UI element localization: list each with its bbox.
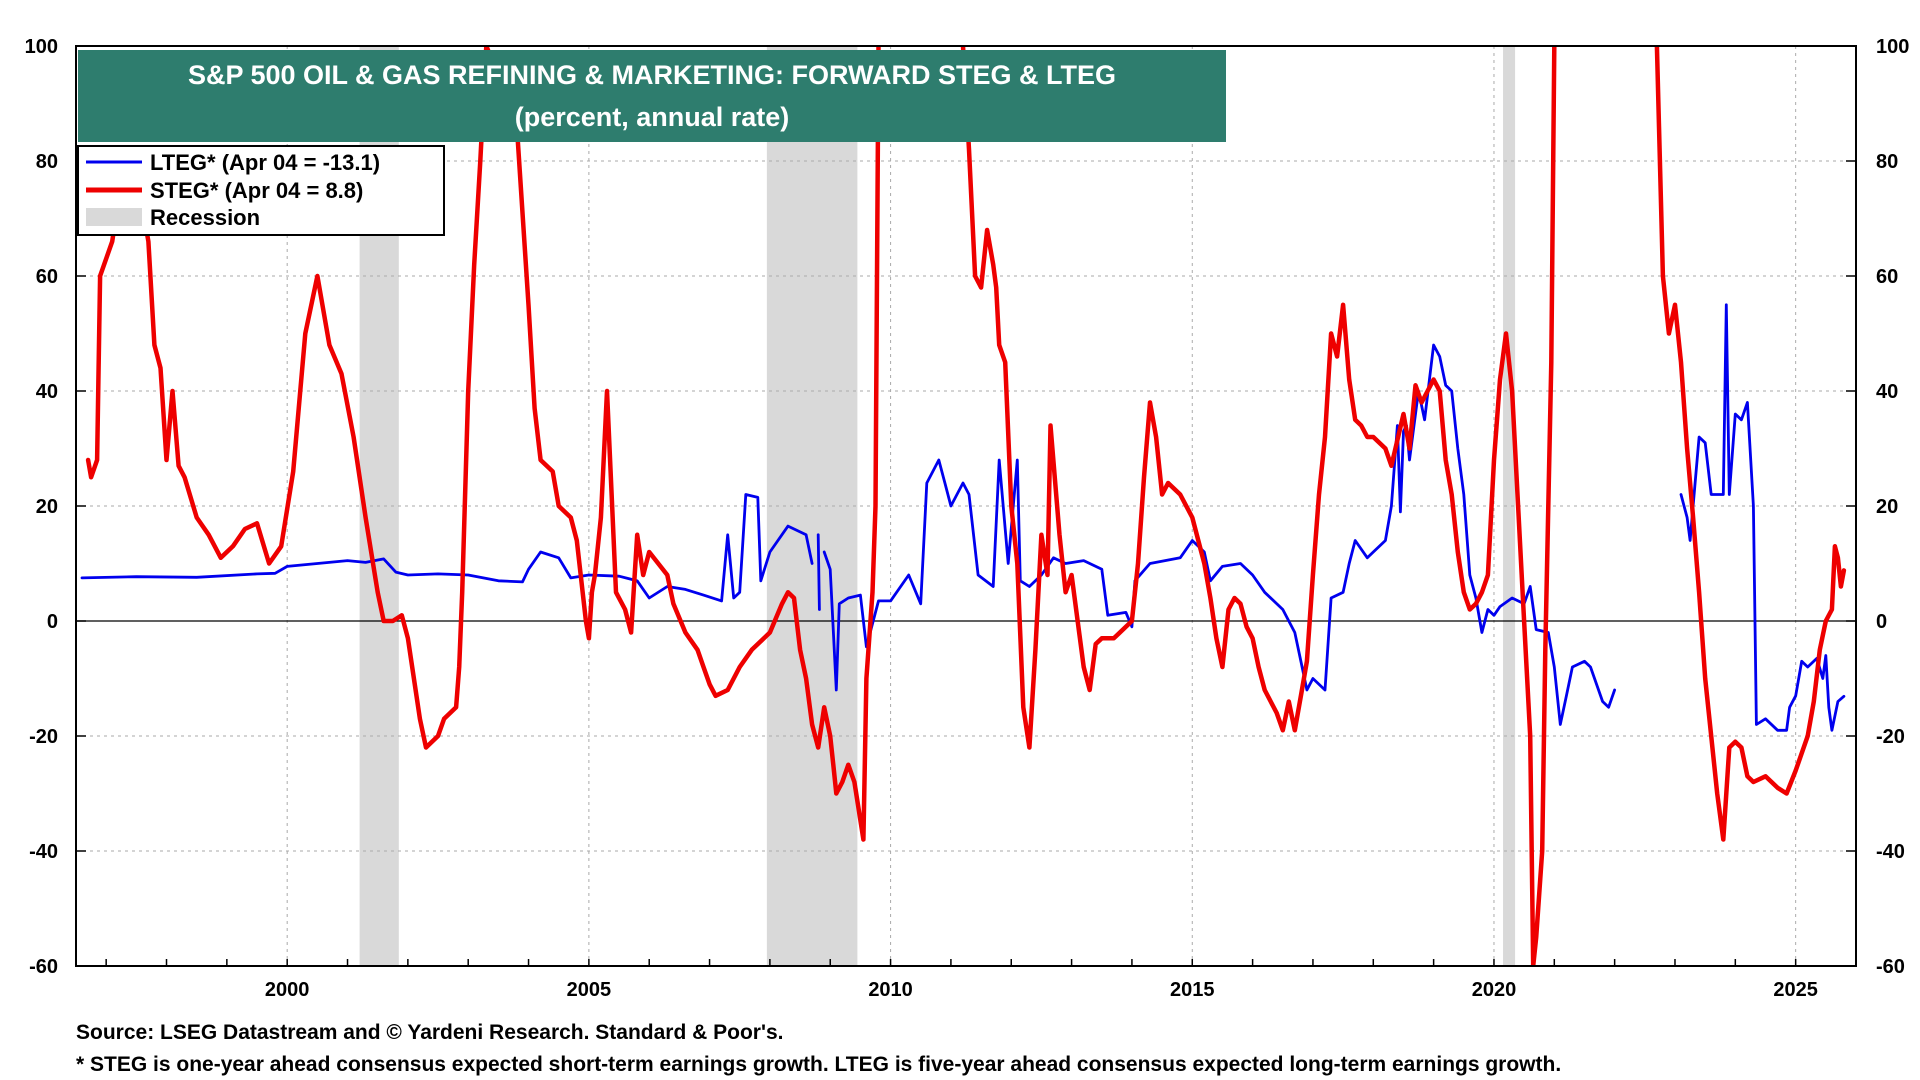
y-tick-label-right: 0	[1876, 611, 1887, 633]
source-note: Source: LSEG Datastream and © Yardeni Re…	[76, 1021, 783, 1044]
y-tick-label-right: -40	[1876, 841, 1905, 863]
x-tick-label: 2005	[567, 979, 612, 1001]
legend-label-recession: Recession	[150, 205, 260, 230]
title-box: S&P 500 OIL & GAS REFINING & MARKETING: …	[78, 50, 1226, 142]
y-tick-label-right: 100	[1876, 36, 1909, 58]
y-tick-label-left: 80	[36, 151, 58, 173]
lteg-line-segment-0	[80, 493, 814, 603]
y-tick-label-right: 60	[1876, 266, 1898, 288]
x-axis: 2000 2005 2010 2015 2020 2025	[105, 959, 1857, 1001]
legend-swatch-recession	[86, 208, 142, 226]
lteg-line-segment-1	[816, 533, 821, 611]
lteg-line-segment-2	[822, 343, 1616, 726]
y-tick-label-left: 60	[36, 266, 58, 288]
y-tick-label-left: 100	[25, 36, 58, 58]
steg-line-segment-1	[960, 46, 1557, 966]
y-tick-label-right: 20	[1876, 496, 1898, 518]
steg-line-segment-0	[85, 46, 881, 842]
x-tick-label: 2015	[1170, 979, 1215, 1001]
y-axis-left: -60 -40 -20 0 20 40 60 80 100	[25, 36, 86, 978]
y-tick-label-right: 40	[1876, 381, 1898, 403]
title-background	[78, 50, 1226, 142]
x-tick-label: 2000	[265, 979, 310, 1001]
y-tick-label-left: -20	[29, 726, 58, 748]
footnote: * STEG is one-year ahead consensus expec…	[76, 1053, 1561, 1076]
y-axis-right: -60 -40 -20 0 20 40 60 80 100	[1846, 36, 1909, 978]
legend-label-steg: STEG* (Apr 04 = 8.8)	[150, 178, 363, 203]
x-tick-label: 2010	[868, 979, 913, 1001]
y-tick-label-right: -60	[1876, 956, 1905, 978]
y-tick-label-left: 20	[36, 496, 58, 518]
y-tick-label-left: -60	[29, 956, 58, 978]
legend-label-lteg: LTEG* (Apr 04 = -13.1)	[150, 150, 380, 175]
chart-title: S&P 500 OIL & GAS REFINING & MARKETING: …	[188, 60, 1116, 90]
x-tick-label: 2025	[1773, 979, 1818, 1001]
y-tick-label-left: 40	[36, 381, 58, 403]
y-tick-label-right: -20	[1876, 726, 1905, 748]
x-tick-label: 2020	[1472, 979, 1517, 1001]
lteg-line-segment-3	[1679, 303, 1846, 732]
y-tick-label-left: -40	[29, 841, 58, 863]
chart-subtitle: (percent, annual rate)	[515, 102, 790, 132]
legend: LTEG* (Apr 04 = -13.1) STEG* (Apr 04 = 8…	[77, 145, 445, 236]
series-lines	[80, 46, 1847, 966]
y-tick-label-right: 80	[1876, 151, 1898, 173]
y-tick-label-left: 0	[47, 611, 58, 633]
steg-line-segment-2	[1654, 46, 1847, 842]
